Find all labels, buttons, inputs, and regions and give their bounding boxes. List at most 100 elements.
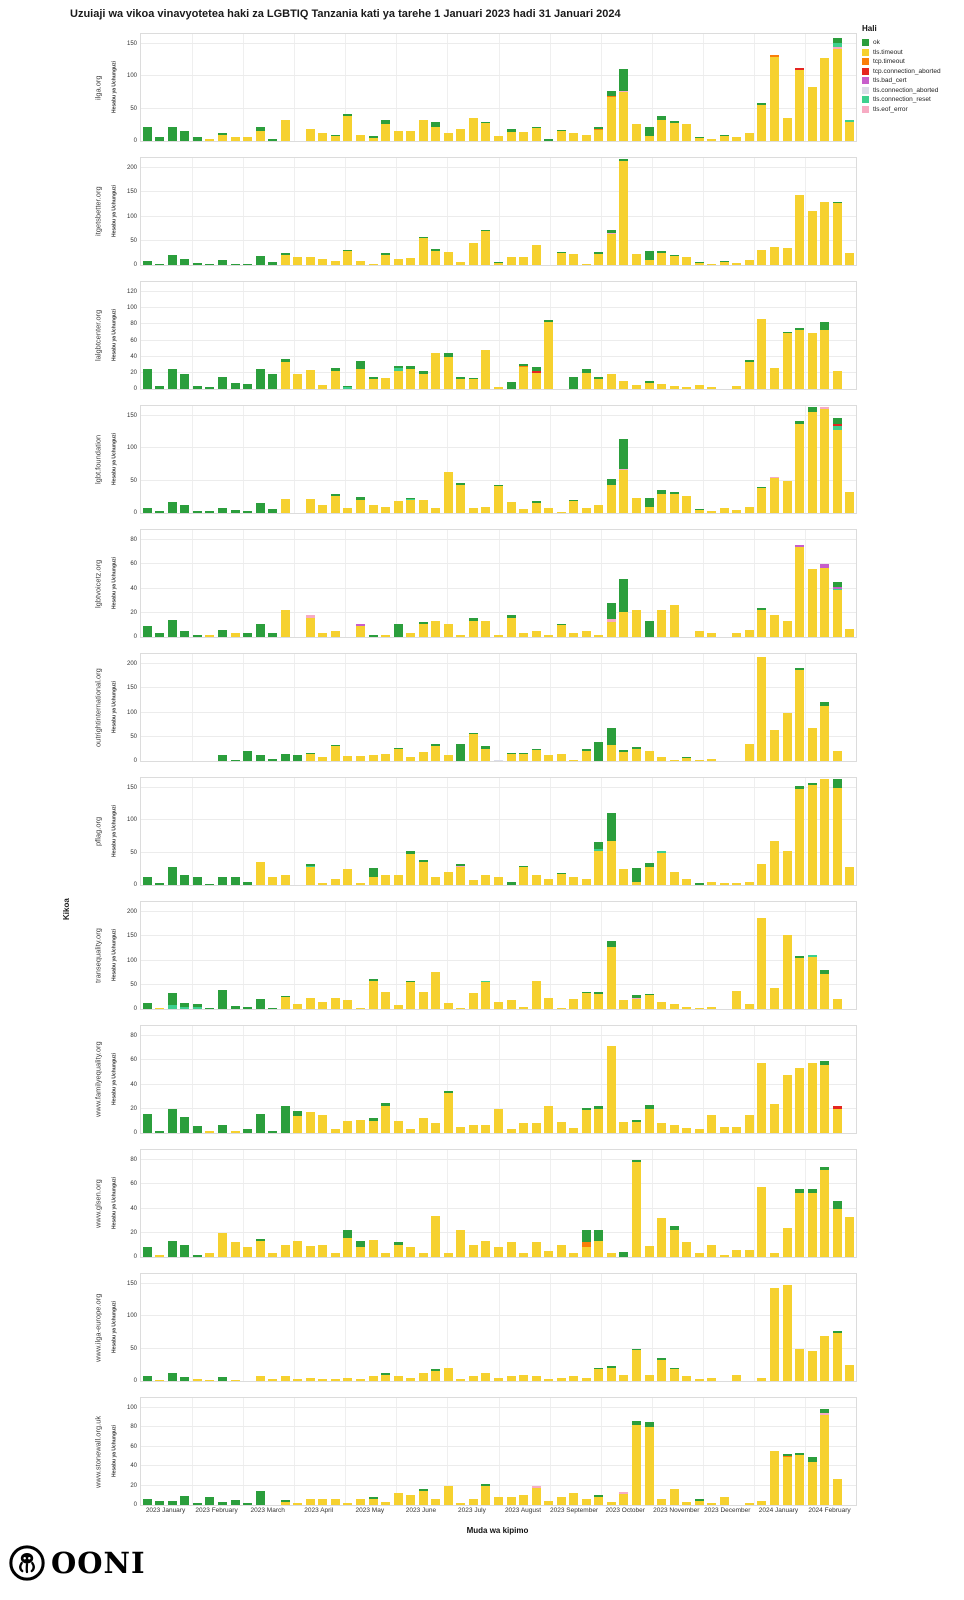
legend-item-tls.bad_cert: tls.bad_cert (862, 77, 962, 84)
bar (381, 1502, 391, 1505)
bar-segment-tls.timeout (795, 423, 805, 513)
bar-segment-tls.timeout (318, 258, 328, 265)
bar-segment-tls.timeout (531, 1375, 541, 1381)
bar (506, 1242, 516, 1257)
bar-segment-tls.timeout (769, 615, 779, 637)
bar (732, 262, 742, 265)
bar (594, 1368, 604, 1381)
bar-segment-tls.timeout (569, 633, 579, 637)
bar-segment-tcp.timeout (782, 1455, 792, 1458)
bar-segment-tls.timeout (406, 853, 416, 885)
bar-segment-tls.timeout (556, 511, 566, 513)
bar (142, 507, 152, 513)
bar (481, 229, 491, 265)
bar-segment-ok (255, 368, 265, 389)
row-y-axis-title: Hesabu ya Uchunguzi (111, 557, 118, 610)
bar-segment-ok (180, 630, 190, 637)
bar-segment-ok (594, 252, 604, 254)
bar (744, 1004, 754, 1009)
bar (519, 1495, 529, 1505)
bar (769, 1287, 779, 1381)
bar (769, 615, 779, 637)
gridline-horizontal (141, 687, 856, 689)
bar (619, 1374, 629, 1381)
bar (494, 634, 503, 637)
bar-segment-tls.timeout (468, 734, 478, 761)
bar-segment-tls.timeout (481, 1124, 491, 1133)
bar-segment-tls.timeout (769, 246, 779, 265)
bar-segment-tls.timeout (631, 123, 641, 141)
bar (757, 1062, 767, 1133)
gridline-vertical (345, 1150, 347, 1257)
bar-segment-ok (807, 782, 817, 786)
bar-segment-tls.timeout (293, 1503, 303, 1505)
bar (167, 993, 177, 1009)
bar (795, 67, 805, 141)
bar-segment-tls.timeout (657, 610, 667, 637)
row-domain-label: www.familyequality.org (93, 1041, 103, 1118)
bar-segment-tls.timeout (594, 1497, 604, 1505)
bar-segment-tls.timeout (707, 263, 717, 265)
bar-segment-ok (218, 629, 228, 637)
bar (782, 1285, 792, 1381)
bar-segment-tls.timeout (795, 1348, 805, 1381)
bar-segment-tls.timeout (757, 249, 767, 265)
bar-segment-ok (418, 371, 428, 374)
bar (594, 376, 604, 389)
bar-segment-tls.timeout (494, 135, 503, 141)
bar (845, 119, 855, 141)
bar-segment-tls.timeout (832, 203, 842, 265)
bar (456, 1126, 466, 1133)
bar-segment-tls.timeout (556, 131, 566, 141)
x-month-label: 2023 December (704, 1507, 751, 1514)
bar (230, 1379, 240, 1381)
bar (569, 633, 579, 637)
bar-segment-tls.connection_reset (393, 368, 403, 372)
gridline-vertical (192, 778, 194, 885)
bar (644, 380, 654, 389)
bar (845, 252, 855, 265)
bar (268, 758, 278, 761)
gridline-vertical (600, 1150, 602, 1257)
bar (305, 369, 315, 389)
bar (531, 1242, 541, 1257)
row-domain-label: lalgbtcenter.org (93, 309, 103, 362)
bar-segment-tls.timeout (795, 958, 805, 1009)
bar-segment-ok (506, 882, 516, 885)
bar (832, 751, 842, 761)
bar-segment-tls.timeout (795, 1067, 805, 1133)
bar (431, 1369, 441, 1381)
bar-segment-ok (631, 1348, 641, 1350)
bar-segment-tls.timeout (431, 508, 441, 513)
bar (418, 371, 428, 389)
row-domain-label: ilga.org (93, 75, 103, 100)
bar-segment-ok (481, 746, 491, 749)
bar (581, 368, 591, 389)
bar-segment-tls.timeout (744, 1004, 754, 1009)
bar-segment-tls.timeout (393, 1493, 403, 1505)
bar-segment-tls.timeout (431, 877, 441, 885)
gridline-vertical (804, 654, 806, 761)
bar (832, 999, 842, 1009)
bar-segment-tls.timeout (343, 756, 353, 761)
bar-segment-ok (644, 498, 654, 507)
bar (255, 1238, 265, 1257)
bar (218, 1232, 228, 1257)
bar-segment-tls.timeout (280, 119, 290, 141)
bar-segment-ok (694, 136, 704, 138)
bar-segment-tls.timeout (594, 634, 604, 637)
bar (569, 1375, 579, 1381)
bar (230, 877, 240, 885)
bar (619, 1492, 629, 1505)
bar-segment-tls.timeout (669, 1230, 679, 1257)
bar-segment-tls.timeout (581, 135, 591, 141)
bar-segment-tls.timeout (519, 367, 529, 389)
bar-segment-ok (192, 511, 202, 513)
bar (795, 421, 805, 513)
bar-segment-tls.timeout (205, 1130, 215, 1133)
bar-segment-ok (481, 1483, 491, 1486)
bar-segment-tls.timeout (481, 1485, 491, 1505)
bar (468, 1499, 478, 1505)
bar (544, 1501, 554, 1505)
y-tick-label: 100 (126, 1313, 137, 1320)
